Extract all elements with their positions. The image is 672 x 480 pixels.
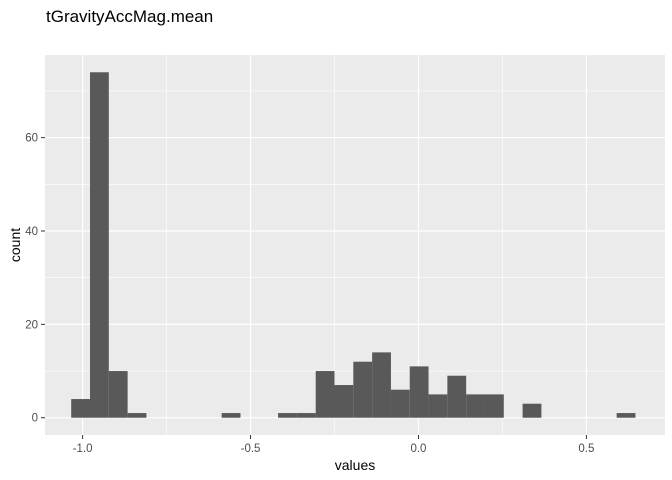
y-tick-label: 0 (32, 413, 38, 425)
y-tick-label: 20 (25, 319, 38, 331)
histogram-bar (372, 352, 391, 418)
y-axis: 0 20 40 60 (25, 133, 45, 425)
y-tick-label: 60 (25, 133, 38, 145)
x-axis-title: values (335, 457, 375, 473)
histogram-bar (353, 361, 373, 418)
histogram-bar (428, 394, 448, 418)
histogram-bar (90, 72, 109, 418)
histogram-bar (409, 366, 429, 418)
histogram-bar (127, 413, 147, 418)
x-tick-label: -1.0 (73, 443, 93, 455)
histogram-bar (484, 394, 504, 418)
y-axis-title: count (7, 228, 23, 262)
bars (71, 72, 636, 418)
histogram-bar (447, 375, 467, 418)
histogram-bar (296, 413, 316, 418)
x-tick-label: 0.0 (410, 443, 426, 455)
y-tick-label: 40 (25, 226, 38, 238)
histogram-bar (522, 403, 542, 418)
histogram-bar (278, 413, 297, 418)
histogram-bar (334, 385, 354, 418)
x-tick-label: -0.5 (241, 443, 261, 455)
chart-title: tGravityAccMag.mean (46, 7, 213, 26)
histogram-bar (390, 389, 410, 418)
x-tick-label: 0.5 (578, 443, 594, 455)
x-axis: -1.0 -0.5 0.0 0.5 (73, 435, 594, 455)
histogram-bar (221, 413, 241, 418)
histogram-bar (108, 371, 128, 418)
histogram-bar (315, 371, 335, 418)
histogram-bar (466, 394, 485, 418)
histogram-bar (616, 413, 636, 418)
histogram-bar (71, 399, 91, 418)
